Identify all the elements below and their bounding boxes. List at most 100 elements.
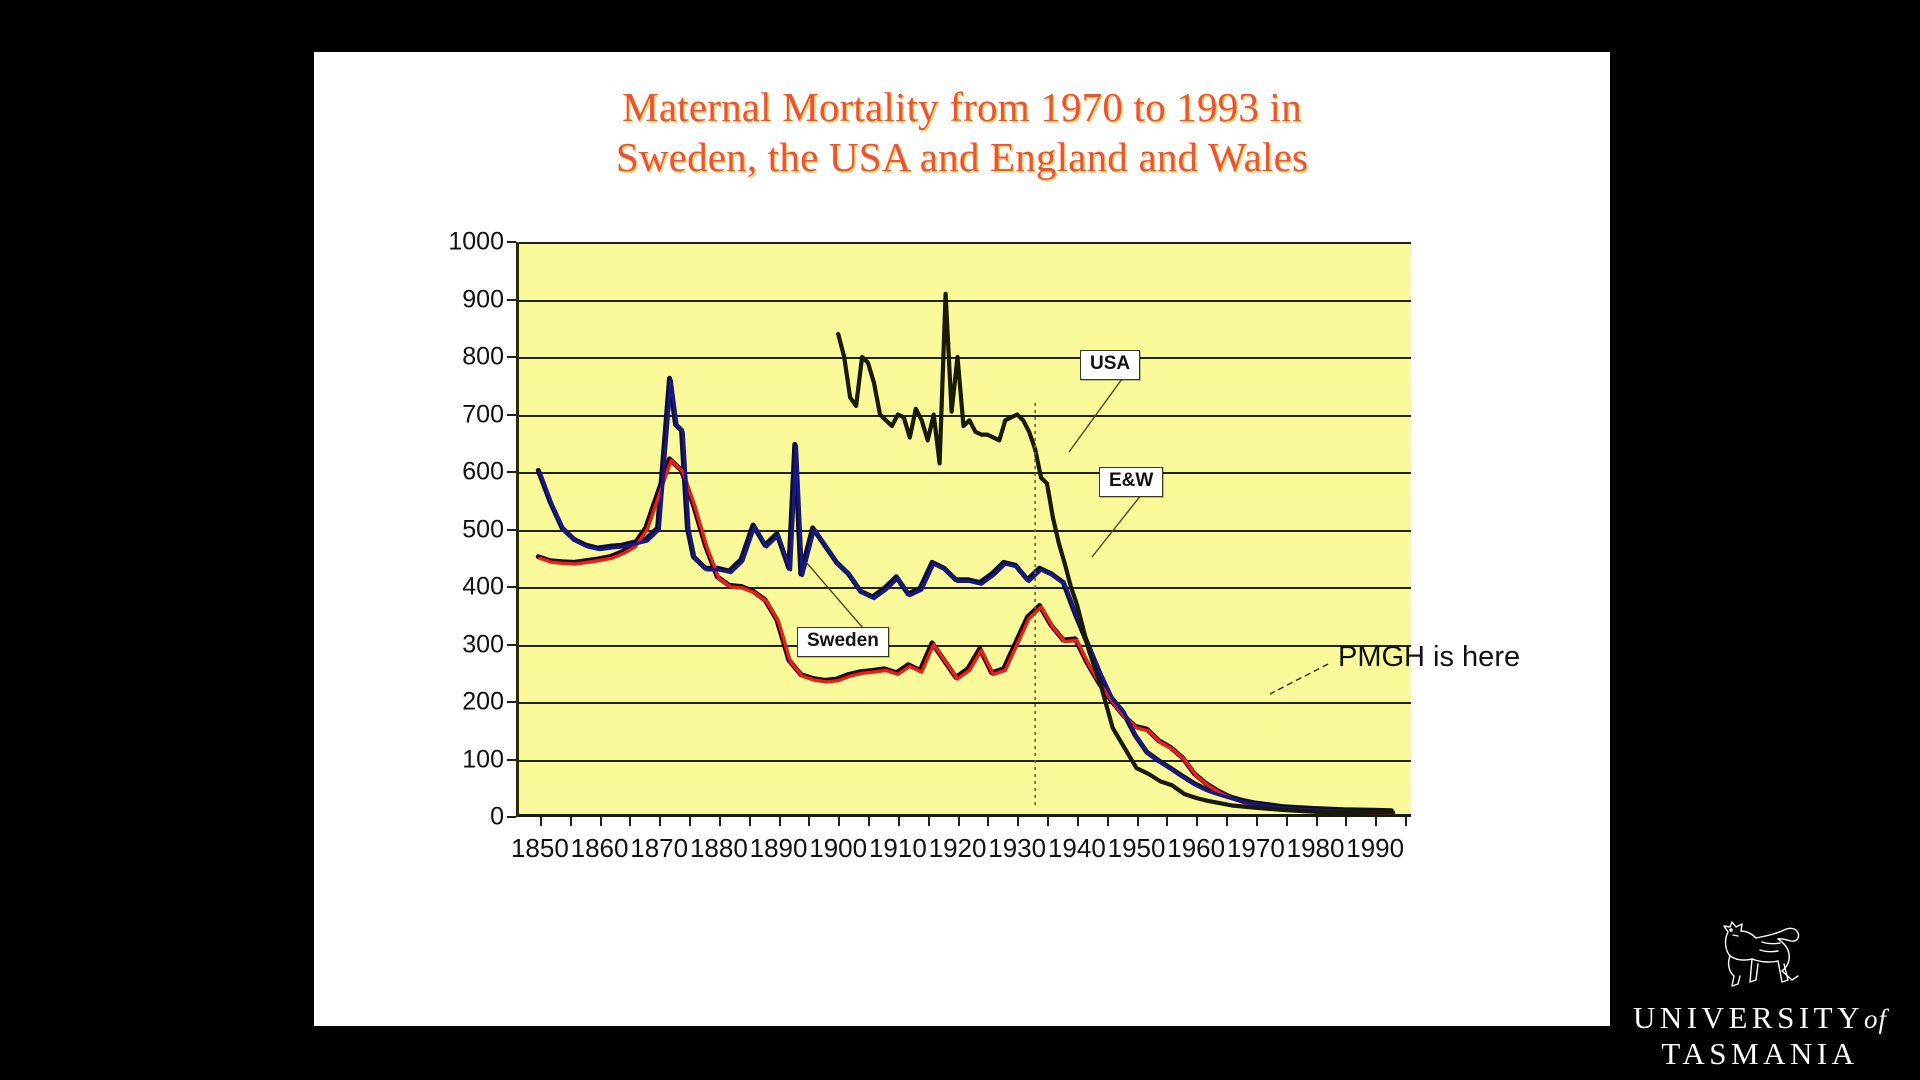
- x-axis-tick-1975: [1285, 817, 1288, 826]
- gridline-y-200: [519, 702, 1411, 704]
- y-axis-tick-label-1000: 1000: [448, 227, 504, 256]
- x-axis-tick-label-1990: 1990: [1346, 833, 1405, 863]
- title-line-1: Maternal Mortality from 1970 to 1993 in: [622, 84, 1302, 130]
- logo-wordmark-line-1: UNIVERSITYof: [1614, 1000, 1906, 1036]
- logo-wordmark-line-2: TASMANIA: [1661, 1036, 1859, 1072]
- x-axis-tick-1955: [1166, 817, 1169, 826]
- y-axis-tick-1000: [507, 241, 516, 243]
- y-axis-tick-label-200: 200: [462, 687, 504, 716]
- x-axis-tick-1965: [1226, 817, 1229, 826]
- x-axis-tick-label-1950: 1950: [1107, 833, 1166, 863]
- x-axis-tick-1860: [599, 817, 602, 826]
- x-axis-tick-1895: [808, 817, 811, 826]
- y-axis-tick-label-100: 100: [462, 745, 504, 773]
- gridline-y-300: [519, 644, 1411, 647]
- sweden-callout[interactable]: Sweden: [797, 627, 889, 657]
- x-axis-tick-label-1850: 1850: [510, 833, 569, 863]
- x-axis-tick-label-1860: 1860: [570, 833, 629, 863]
- x-axis-tick-label-1920: 1920: [928, 833, 987, 863]
- x-axis-tick-label-1970: 1970: [1226, 833, 1285, 863]
- y-axis-tick-label-900: 900: [462, 285, 504, 313]
- x-axis-tick-label-1870: 1870: [630, 833, 689, 863]
- x-axis-tick-1915: [927, 817, 930, 826]
- x-axis-tick-1920: [957, 817, 960, 826]
- gridline-y-1000: [519, 242, 1411, 244]
- x-axis-tick-1870: [659, 817, 662, 826]
- series-line-sweden: [538, 458, 1395, 815]
- x-axis-tick-1855: [569, 817, 572, 826]
- logo-of-text: of: [1863, 1004, 1887, 1035]
- page-title: Maternal Mortality from 1970 to 1993 in …: [314, 82, 1610, 182]
- y-axis-tick-label-0: 0: [490, 802, 504, 831]
- x-axis-tick-1875: [689, 817, 692, 826]
- x-axis-tick-1970: [1255, 817, 1258, 826]
- x-axis-tick-1910: [897, 817, 900, 826]
- y-axis-tick-label-800: 800: [462, 342, 504, 371]
- y-axis-tick-500: [507, 528, 516, 531]
- x-axis-tick-label-1930: 1930: [988, 833, 1047, 863]
- x-axis-tick-1950: [1136, 817, 1139, 826]
- x-axis-tick-1940: [1076, 817, 1079, 826]
- presentation-slide: Maternal Mortality from 1970 to 1993 in …: [314, 52, 1610, 1026]
- x-axis-tick-1905: [868, 817, 871, 826]
- x-axis-tick-1900: [838, 817, 841, 826]
- y-axis-tick-600: [507, 471, 516, 473]
- gridline-y-400: [519, 587, 1411, 589]
- x-axis-tick-label-1940: 1940: [1047, 833, 1106, 863]
- gridline-y-800: [519, 357, 1411, 359]
- y-axis-tick-100: [507, 758, 516, 761]
- x-axis-line: [519, 814, 1411, 817]
- x-axis-tick-label-1980: 1980: [1286, 833, 1345, 863]
- mortality-line-chart: 0 100 200 300 400 500 600 700 800 900 1000 1850 1860…: [444, 228, 1520, 927]
- gridline-y-600: [519, 472, 1411, 474]
- x-axis-tick-1985: [1345, 817, 1348, 826]
- title-line-2: Sweden, the USA and England and Wales: [615, 134, 1309, 181]
- x-axis-tick-1945: [1106, 817, 1109, 826]
- x-axis-tick-1990: [1375, 817, 1378, 826]
- y-axis-tick-900: [507, 298, 516, 301]
- gridline-y-900: [519, 299, 1411, 302]
- x-axis-tick-1935: [1047, 817, 1050, 826]
- x-axis-tick-label-1880: 1880: [689, 833, 748, 863]
- x-axis-tick-label-1890: 1890: [749, 833, 808, 863]
- pmgh-note: PMGH is here: [1338, 641, 1521, 673]
- x-axis-tick-1980: [1315, 817, 1318, 826]
- y-axis-tick-label-400: 400: [462, 572, 504, 601]
- x-axis-tick-1850: [539, 817, 542, 826]
- x-axis-tick-label-1910: 1910: [868, 833, 927, 863]
- x-axis-tick-1890: [778, 817, 781, 826]
- chart-series-layer: [535, 291, 1396, 815]
- series-line-eandw: [538, 378, 1395, 815]
- university-logo: UNIVERSITYof TASMANIA: [1614, 914, 1906, 1072]
- x-axis-tick-1925: [987, 817, 990, 826]
- series-line-usa: [836, 291, 1396, 815]
- x-axis-tick-label-1900: 1900: [809, 833, 868, 863]
- y-axis-tick-label-700: 700: [462, 400, 504, 428]
- usa-callout[interactable]: USA: [1080, 350, 1141, 380]
- x-axis-tick-label-1960: 1960: [1167, 833, 1226, 863]
- y-axis-tick-800: [507, 356, 516, 358]
- ew-callout[interactable]: E&W: [1099, 467, 1164, 497]
- series-path-group: [538, 291, 1396, 815]
- x-axis-tick-1930: [1017, 817, 1020, 826]
- y-axis-tick-300: [507, 643, 516, 646]
- chart-plot-area: [516, 242, 1411, 817]
- gridline-y-100: [519, 759, 1411, 762]
- logo-university-text: UNIVERSITY: [1632, 1000, 1864, 1036]
- x-axis-tick-1995: [1405, 817, 1408, 826]
- y-axis-tick-400: [507, 586, 516, 588]
- x-axis-tick-1960: [1196, 817, 1199, 826]
- x-axis-tick-1885: [748, 817, 751, 826]
- lion-crest-icon: [1723, 921, 1800, 987]
- gridline-y-700: [519, 414, 1411, 417]
- x-axis-tick-1865: [629, 817, 632, 826]
- y-axis-tick-label-600: 600: [462, 457, 504, 486]
- y-axis-tick-700: [507, 413, 516, 416]
- callout-leader-lines: [805, 367, 1329, 695]
- y-axis-tick-200: [507, 701, 516, 703]
- x-axis-tick-1880: [718, 817, 721, 826]
- y-axis-tick-label-500: 500: [462, 515, 504, 543]
- y-axis-tick-label-300: 300: [462, 630, 504, 658]
- y-axis-tick-0: [507, 816, 516, 818]
